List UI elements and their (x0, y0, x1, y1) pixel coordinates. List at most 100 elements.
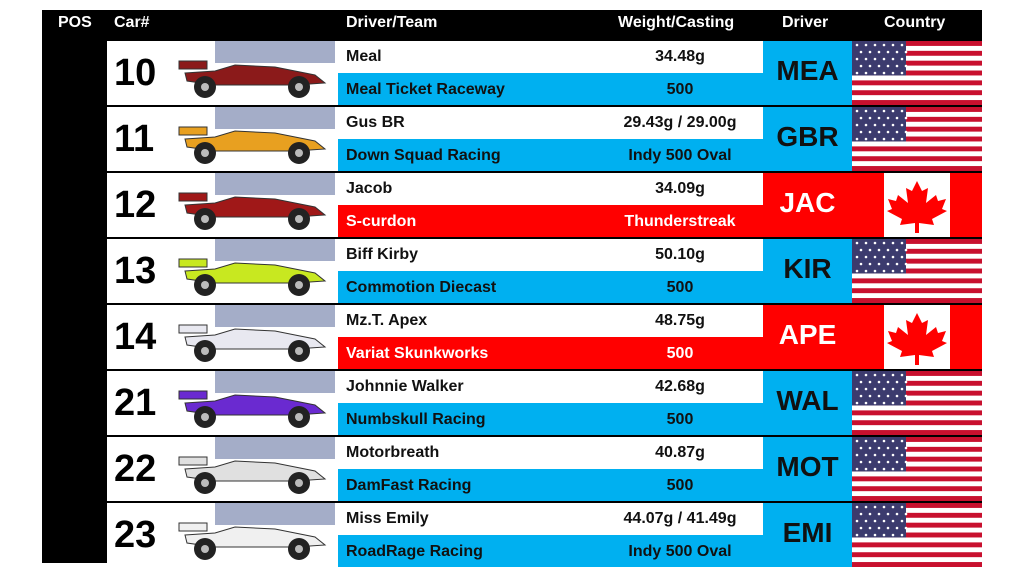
flag-star (886, 262, 890, 266)
flag-star (886, 130, 890, 134)
flag-star (891, 71, 895, 75)
flag-stripe (852, 95, 982, 101)
casting: 500 (666, 81, 694, 98)
header-driver: Driver (782, 14, 829, 31)
flag-stripe (852, 283, 982, 289)
flag-star (868, 116, 872, 120)
country-flag (852, 503, 982, 567)
flag-stripe (852, 288, 982, 294)
flag-star (873, 401, 877, 405)
flag-star (882, 533, 886, 537)
team-cell (338, 403, 597, 435)
flag-star (859, 512, 863, 516)
flag-star (868, 394, 872, 398)
flag-star (864, 109, 868, 113)
car-hub (295, 545, 303, 553)
team-cell (338, 271, 597, 303)
car-wing (178, 258, 208, 268)
car-image (178, 107, 335, 164)
car-backdrop (215, 305, 335, 327)
flag-stripe (852, 107, 982, 113)
weight-cell (597, 107, 763, 139)
driver-name-cell (338, 173, 597, 205)
weight: 29.43g / 29.00g (623, 114, 737, 131)
header-weight-casting: Weight/Casting (618, 14, 735, 31)
flag-star (864, 519, 868, 523)
flag-stripe (852, 552, 982, 558)
casting: Indy 500 Oval (628, 543, 732, 560)
flag-stripe (852, 156, 982, 162)
country-flag (852, 305, 982, 369)
flag-band (852, 173, 884, 237)
driver-code-cell (763, 371, 852, 435)
car-hub (295, 83, 303, 91)
flag-star (859, 446, 863, 450)
car-wing (178, 126, 208, 136)
casting-cell (597, 535, 763, 567)
flag-star (895, 50, 899, 54)
flag-canton (852, 503, 906, 538)
flag-star (873, 123, 877, 127)
flag-star (900, 109, 904, 113)
flag-stripe (852, 45, 982, 52)
flag-star (900, 43, 904, 47)
flag-star (868, 262, 872, 266)
car-image (178, 173, 335, 230)
flag-star (891, 439, 895, 443)
car-image (178, 371, 335, 428)
flag-canton (852, 371, 906, 406)
flag-stripe (852, 400, 982, 406)
flag-star (877, 116, 881, 120)
flag-star (877, 512, 881, 516)
flag-stripe (852, 243, 982, 250)
casting-cell (597, 271, 763, 303)
driver-name-cell (338, 107, 597, 139)
driver-code: WAL (776, 385, 839, 416)
team-cell (338, 469, 597, 501)
flag-star (868, 130, 872, 134)
car-hub (201, 83, 209, 91)
casting-cell (597, 73, 763, 105)
flag-stripe (852, 141, 982, 147)
flag-star (855, 269, 859, 273)
maple-leaf (887, 313, 947, 365)
flag-stripe (852, 430, 982, 435)
driver-name-cell (338, 41, 597, 73)
flag-stripe (852, 146, 982, 152)
flag-stripe (852, 517, 982, 523)
flag-star (868, 512, 872, 516)
flag-star (891, 373, 895, 377)
flag-star (864, 43, 868, 47)
casting: 500 (666, 279, 694, 296)
flag-star (864, 71, 868, 75)
flag-stripe (852, 151, 982, 157)
flag-stripe (852, 80, 982, 86)
flag-star (895, 512, 899, 516)
flag-star (877, 130, 881, 134)
flag-star (873, 241, 877, 245)
flag-band (950, 305, 982, 369)
weight: 34.09g (655, 180, 705, 197)
driver-code: EMI (782, 517, 833, 548)
flag-stripe (852, 85, 982, 91)
flag-star (904, 380, 908, 384)
flag-star (886, 460, 890, 464)
flag-star (900, 137, 904, 141)
driver-name: Mz.T. Apex (346, 312, 428, 329)
flag-star (904, 50, 908, 54)
weight-cell (597, 173, 763, 205)
driver-name: Jacob (346, 180, 393, 197)
flag-star (868, 50, 872, 54)
flag-star (891, 269, 895, 273)
driver-name-cell (338, 371, 597, 403)
car-hub (295, 149, 303, 157)
weight-cell (597, 305, 763, 337)
flag-star (877, 248, 881, 252)
flag-stripe (852, 420, 982, 426)
driver-code: KIR (783, 253, 832, 284)
flag-star (855, 373, 859, 377)
flag-star (882, 137, 886, 141)
driver-name-cell (338, 437, 597, 469)
team-name: Down Squad Racing (346, 147, 501, 164)
flag-stripe (852, 50, 982, 57)
